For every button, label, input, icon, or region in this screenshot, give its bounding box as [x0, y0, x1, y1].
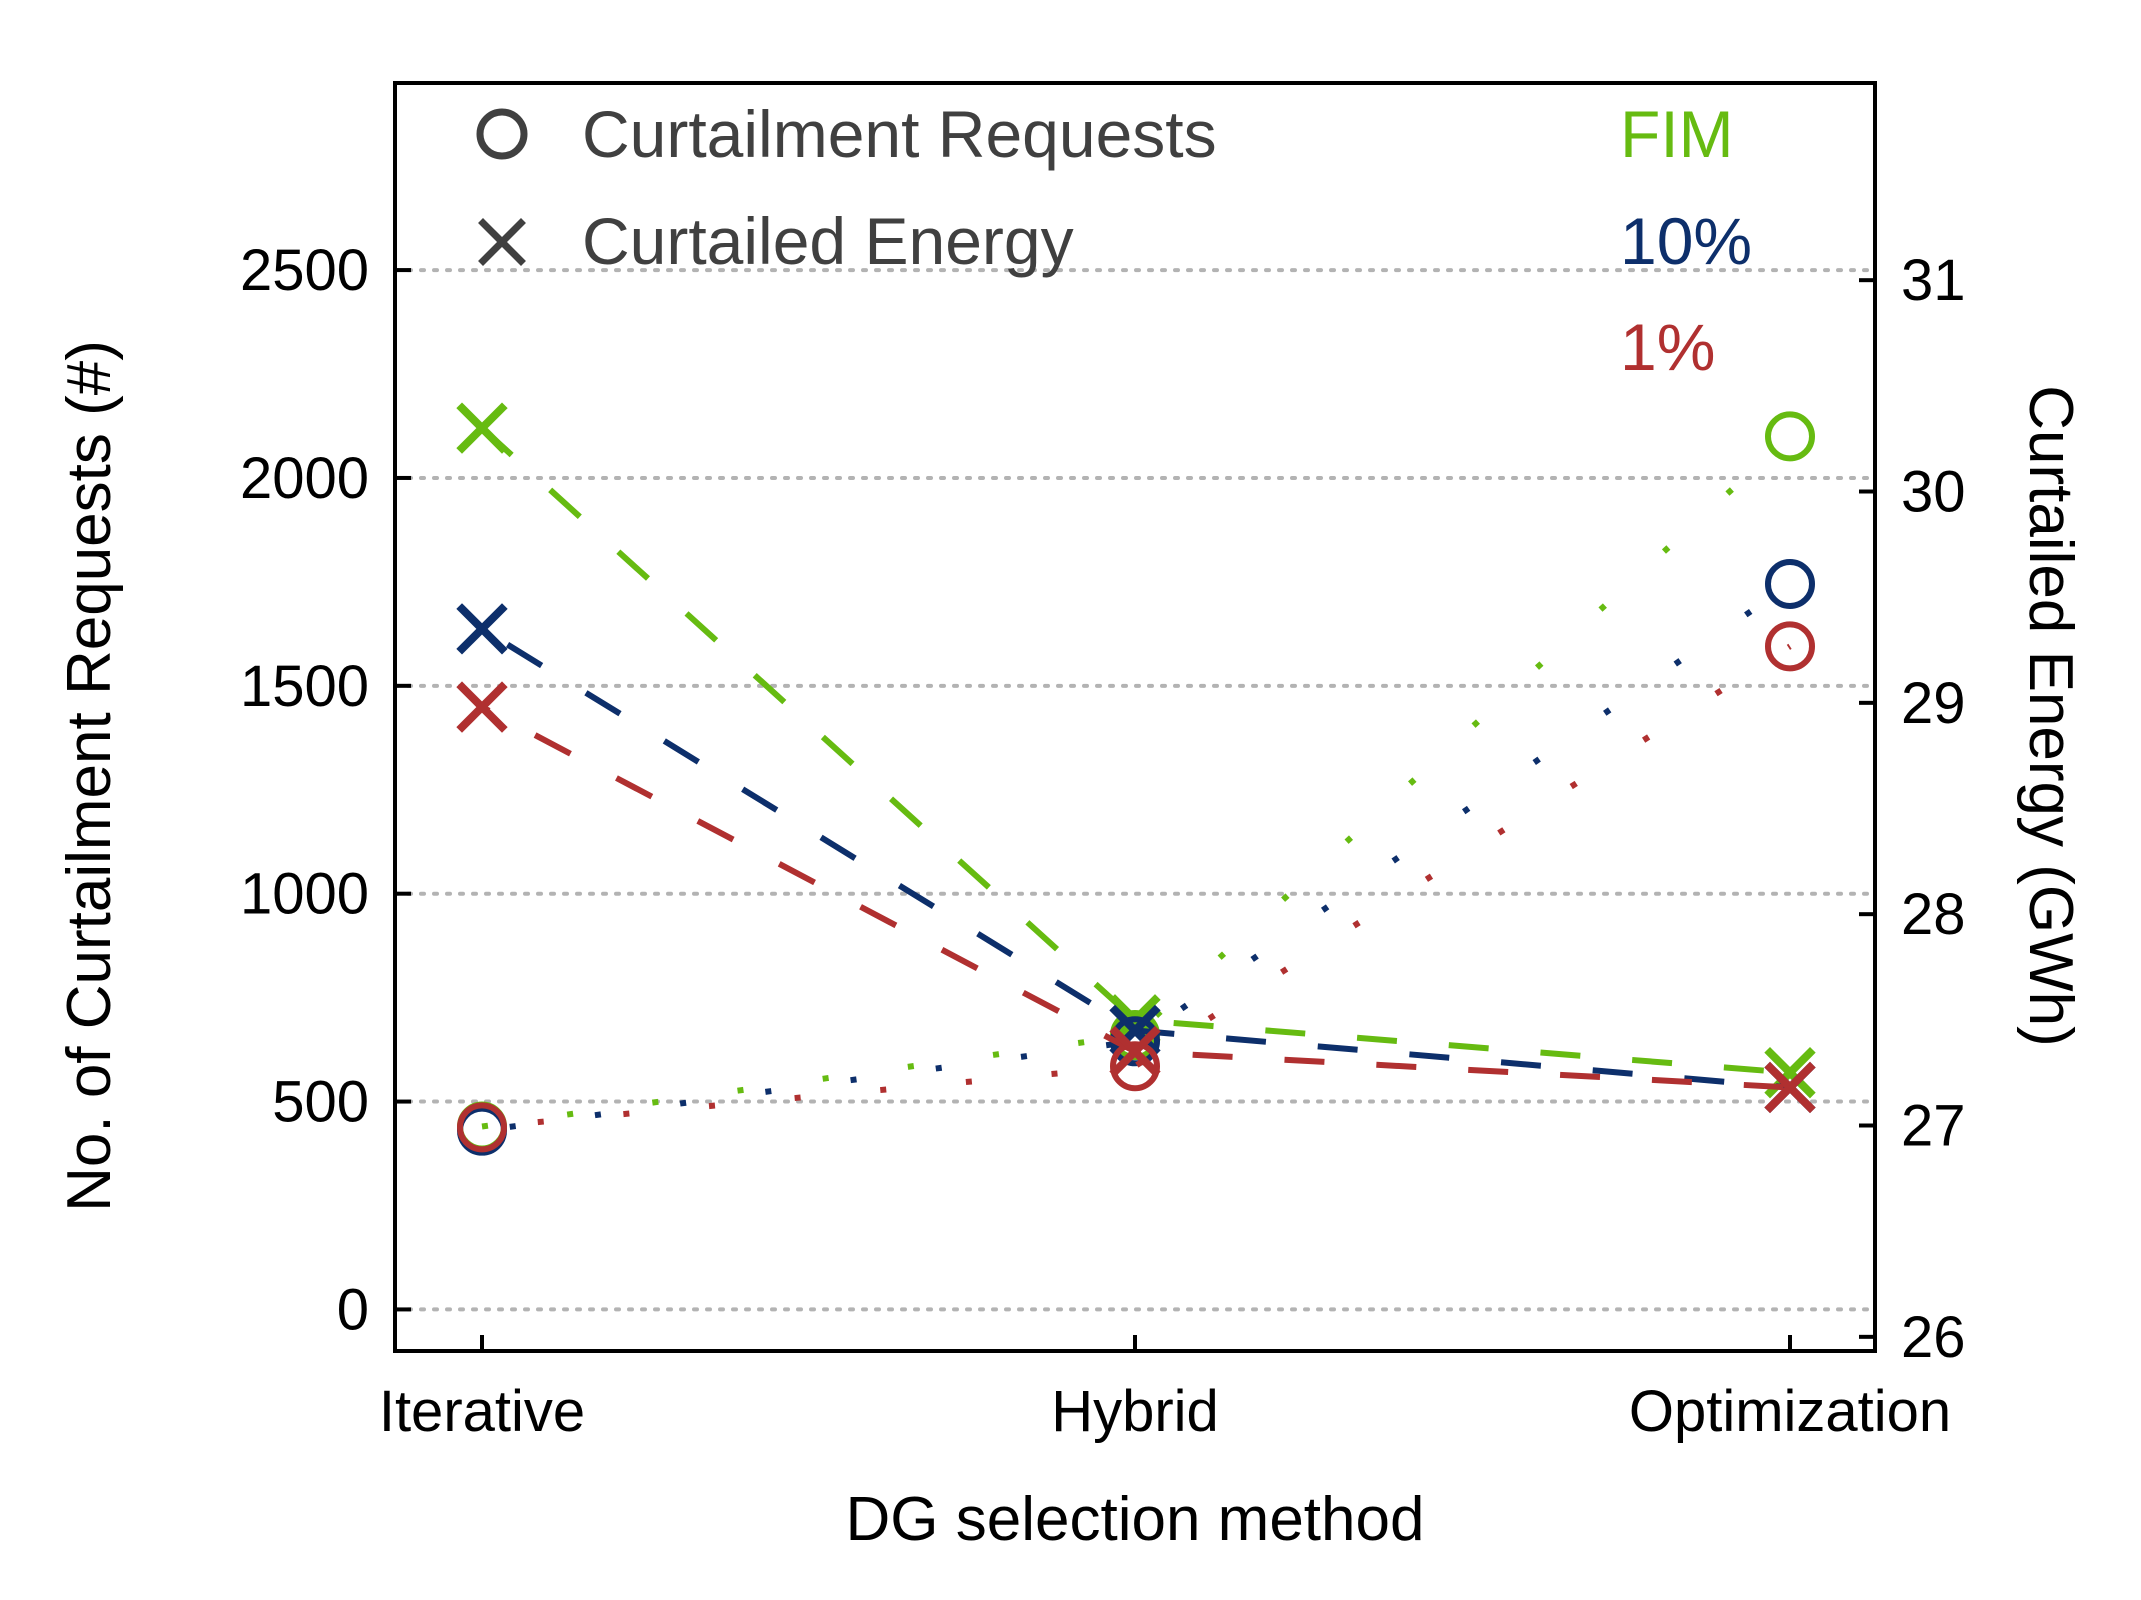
energy-point — [456, 402, 508, 454]
requests-line — [481, 643, 1792, 1131]
left-y-tick-label: 0 — [337, 1277, 369, 1342]
energy-point-stroke — [1109, 1025, 1161, 1078]
legend-circle-marker-icon — [476, 108, 528, 160]
axes: 0 500 1000 1500 2000 2500 26 27 28 29 30 31 Iterativ… — [240, 238, 1966, 1444]
series-1pct — [456, 621, 1816, 1153]
energy-point — [456, 681, 508, 733]
energy-point-stroke — [456, 402, 508, 454]
right-y-tick-label: 29 — [1901, 671, 1966, 736]
right-y-tick-label: 31 — [1901, 248, 1966, 313]
x-axis-title: DG selection method — [846, 1485, 1425, 1554]
right-y-tick-label: 30 — [1901, 460, 1966, 525]
energy-line — [479, 425, 1791, 1076]
requests-point — [1765, 411, 1815, 462]
legend-label-requests: Curtailment Requests — [582, 97, 1217, 171]
right-y-tick-label: 26 — [1901, 1305, 1966, 1370]
requests-point — [457, 1102, 507, 1153]
gridlines — [393, 268, 1877, 1312]
legend-x-marker-icon — [478, 218, 526, 266]
left-y-tick-label: 1500 — [240, 654, 369, 719]
requests-point — [1765, 621, 1815, 672]
series-fim — [456, 402, 1816, 1152]
energy-point — [1109, 1025, 1161, 1078]
right-y-axis-title: Curtailed Energy (GWh) — [2016, 385, 2085, 1047]
requests-point — [1110, 1041, 1160, 1092]
energy-point-stroke — [456, 603, 508, 655]
legend-series-1pct: 1% — [1620, 310, 1715, 384]
x-tick-label: Optimization — [1629, 1379, 1951, 1444]
x-tick-label: Hybrid — [1051, 1379, 1219, 1444]
energy-point-stroke — [456, 681, 508, 733]
left-y-tick-label: 1000 — [240, 862, 369, 927]
legend-label-energy: Curtailed Energy — [582, 204, 1074, 278]
energy-point-stroke — [1764, 1061, 1816, 1114]
series-layer — [456, 402, 1816, 1156]
left-y-tick-label: 2000 — [240, 446, 369, 511]
left-y-axis-title: No. of Curtailment Requests (#) — [55, 340, 124, 1212]
legend-series-fim: FIM — [1620, 97, 1734, 171]
left-y-tick-label: 2500 — [240, 238, 369, 303]
series-10pct — [456, 558, 1816, 1156]
right-y-tick-label: 28 — [1901, 882, 1966, 947]
legend: Curtailment Requests Curtailed Energy FI… — [476, 97, 1752, 384]
energy-point — [1764, 1061, 1816, 1114]
requests-point — [1765, 558, 1815, 609]
energy-point — [456, 603, 508, 655]
legend-series-10pct: 10% — [1620, 204, 1752, 278]
x-tick-label: Iterative — [379, 1379, 585, 1444]
left-y-tick-label: 500 — [272, 1070, 369, 1135]
right-y-tick-label: 27 — [1901, 1094, 1966, 1159]
